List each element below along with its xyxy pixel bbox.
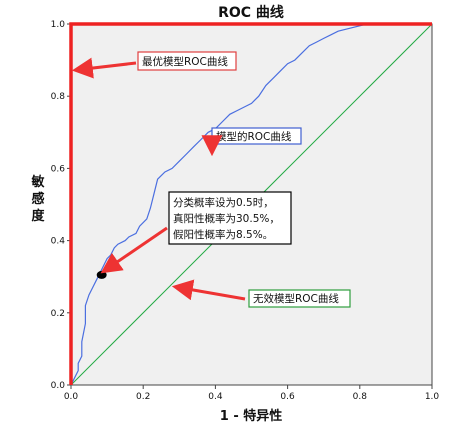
series-model-roc-curve [70,23,386,386]
x-tick-label: 0.0 [64,392,79,402]
y-tick-label: 0.8 [51,92,66,102]
x-tick-label: 0.6 [280,392,295,402]
x-tick-label: 0.2 [136,392,150,402]
annotation-line: 真阳性概率为30.5%， [173,212,280,225]
x-tick-label: 0.4 [208,392,223,402]
annotation-box [168,191,292,245]
y-tick-label: 1.0 [51,20,66,30]
y-tick-label: 0.0 [51,381,66,391]
cutoff-marker [96,270,107,279]
annotation-line: 假阳性概率为8.5%。 [173,228,273,241]
x-tick-label: 0.8 [353,392,368,402]
annotation-arrow [71,57,137,79]
annotation-arrow [100,226,168,274]
annotation-line: 分类概率设为0.5时， [173,196,274,209]
annotation-arrow [171,279,246,301]
y-tick-label: 0.4 [51,237,66,247]
annotation-cutoff: 分类概率设为0.5时， 真阳性概率为30.5%， 假阳性概率为8.5%。 [100,191,292,274]
x-tick-label: 1.0 [425,392,440,402]
x-axis-label: 1 - 特异性 [220,408,283,424]
annotation-text: 最优模型ROC曲线 [142,55,228,68]
y-axis-label: 敏感度 [30,174,45,224]
y-tick-label: 0.6 [51,164,66,174]
annotation-null-model: 无效模型ROC曲线 [171,279,351,308]
chart-title: ROC 曲线 [218,4,284,21]
annotation-text: 模型的ROC曲线 [216,130,292,143]
annotation-box [248,289,351,308]
y-tick-label: 0.2 [51,309,65,319]
annotation-model: 模型的ROC曲线 [201,127,302,157]
annotation-text: 无效模型ROC曲线 [253,292,339,305]
y-axis: 0.0 0.2 0.4 0.6 0.8 1.0 [51,20,71,391]
series-best-model-curve [69,22,432,385]
annotation-best-model: 最优模型ROC曲线 [71,51,237,79]
annotation-box [137,51,237,71]
x-axis: 0.0 0.2 0.4 0.6 0.8 1.0 [64,385,440,402]
